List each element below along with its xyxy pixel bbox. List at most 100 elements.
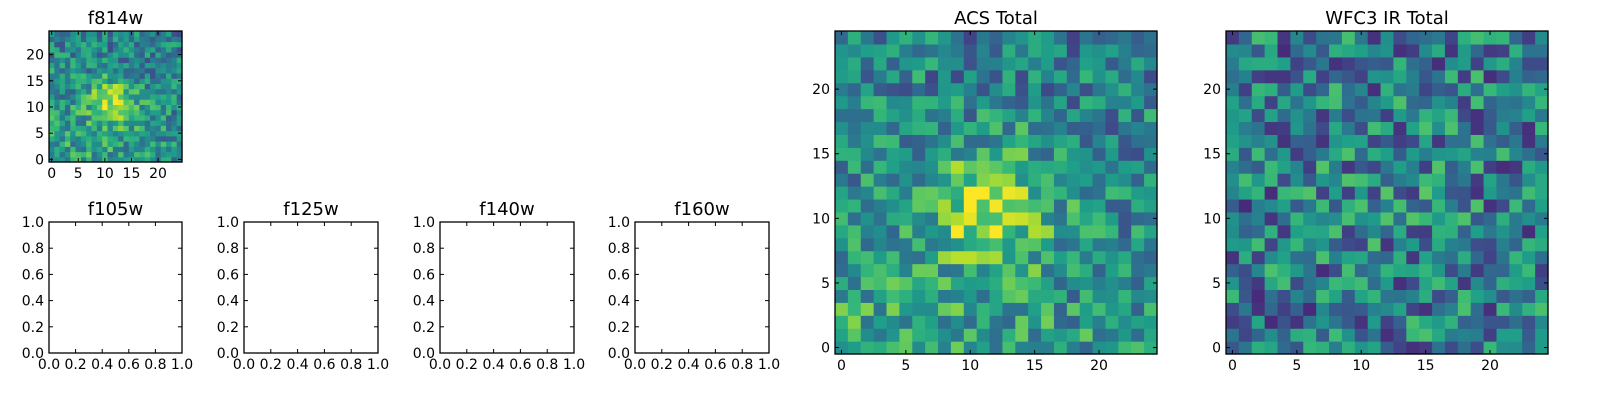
heatmap-cell xyxy=(1092,198,1107,213)
heatmap-cell xyxy=(1131,147,1145,161)
heatmap-cell xyxy=(899,250,913,265)
y-tick-label: 0.8 xyxy=(608,241,630,257)
heatmap-cell xyxy=(128,99,135,105)
heatmap-cell xyxy=(1079,160,1094,174)
heatmap-cell xyxy=(86,88,93,95)
x-tick-label: 0.8 xyxy=(144,357,166,373)
heatmap-cell xyxy=(118,130,125,137)
heatmap-cell xyxy=(118,104,125,111)
heatmap-cell xyxy=(176,120,183,126)
heatmap-cell xyxy=(176,72,183,79)
heatmap-cell xyxy=(1303,95,1317,110)
heatmap-cell xyxy=(1380,82,1395,97)
heatmap-cell xyxy=(886,173,900,187)
heatmap-cell xyxy=(976,341,991,355)
heatmap-cell xyxy=(1406,198,1420,213)
heatmap-cell xyxy=(1131,315,1145,329)
heatmap-cell xyxy=(1367,237,1382,252)
heatmap-cell xyxy=(1432,186,1446,200)
heatmap-cell xyxy=(59,62,66,69)
heatmap-cell xyxy=(64,78,71,84)
heatmap-cell xyxy=(938,263,952,278)
heatmap-cell xyxy=(128,141,135,147)
heatmap-cell xyxy=(1380,328,1395,342)
heatmap-cell xyxy=(1432,276,1446,290)
heatmap-cell xyxy=(1002,82,1016,97)
x-tick-label: 0.6 xyxy=(313,357,335,373)
heatmap-cell xyxy=(102,99,109,105)
heatmap-cell xyxy=(59,72,66,79)
heatmap-cell xyxy=(150,36,156,43)
x-tick-label: 0.2 xyxy=(651,357,673,373)
heatmap-cell xyxy=(54,156,61,163)
y-tick-label: 5 xyxy=(35,126,44,142)
heatmap-cell xyxy=(1393,250,1407,265)
heatmap-cell xyxy=(118,67,125,74)
heatmap-cell xyxy=(1354,160,1369,174)
heatmap-cell xyxy=(160,57,167,64)
heatmap-cell xyxy=(80,114,87,121)
heatmap-cell xyxy=(59,93,66,100)
heatmap-cell xyxy=(1444,186,1459,200)
heatmap-cell xyxy=(107,125,114,132)
heatmap-cell xyxy=(102,88,109,95)
heatmap-cell xyxy=(886,237,900,252)
x-tick-label: 1.0 xyxy=(563,357,585,373)
heatmap-cell xyxy=(166,83,172,90)
heatmap-cell xyxy=(1105,302,1119,316)
heatmap-cell xyxy=(1419,211,1433,226)
heatmap-cell xyxy=(80,83,87,90)
heatmap-cell xyxy=(1092,56,1107,71)
heatmap-cell xyxy=(49,109,55,116)
heatmap-cell xyxy=(912,173,926,187)
heatmap-cell xyxy=(107,120,114,126)
heatmap-cell xyxy=(976,186,991,200)
heatmap-cell xyxy=(86,51,93,58)
heatmap-cell xyxy=(102,130,109,137)
heatmap-cell xyxy=(49,88,55,95)
heatmap-cell xyxy=(1483,315,1498,329)
heatmap-cell xyxy=(1105,186,1119,200)
heatmap-cell xyxy=(1354,82,1369,97)
heatmap-cell xyxy=(950,211,965,226)
heatmap-cell xyxy=(1509,250,1523,265)
heatmap-cell xyxy=(886,211,900,226)
heatmap-cell xyxy=(1483,43,1498,58)
heatmap-cell xyxy=(1015,43,1029,58)
heatmap-cell xyxy=(128,51,135,58)
heatmap-cell xyxy=(176,99,183,105)
heatmap-cell xyxy=(1264,276,1279,290)
heatmap-cell xyxy=(75,78,82,84)
heatmap-cell xyxy=(950,56,965,71)
heatmap-cell xyxy=(139,109,146,116)
heatmap-cell xyxy=(1341,186,1356,200)
heatmap-cell xyxy=(134,125,141,132)
heatmap-cell xyxy=(160,83,167,90)
panel-title: f160w xyxy=(674,199,729,220)
heatmap-cell xyxy=(102,141,109,147)
heatmap-cell xyxy=(1509,56,1523,71)
heatmap-cell xyxy=(107,46,114,53)
heatmap-cell xyxy=(1028,198,1042,213)
heatmap-cell xyxy=(59,130,66,137)
heatmap-cell xyxy=(112,72,119,79)
heatmap-cell xyxy=(1432,224,1446,239)
heatmap-cell xyxy=(80,156,87,163)
heatmap-cell xyxy=(925,82,939,97)
heatmap-cell xyxy=(1118,134,1132,148)
heatmap-cell xyxy=(75,51,82,58)
heatmap-cell xyxy=(1028,250,1042,265)
y-tick-label: 0.6 xyxy=(22,267,44,283)
heatmap-cell xyxy=(1251,250,1266,265)
heatmap-cell xyxy=(1522,186,1536,200)
heatmap-cell xyxy=(1226,56,1240,71)
heatmap-cell xyxy=(1419,160,1433,174)
heatmap-cell xyxy=(1341,198,1356,213)
heatmap-cell xyxy=(835,173,849,187)
heatmap-cell xyxy=(155,146,162,153)
heatmap-cell xyxy=(1053,186,1068,200)
heatmap-cell xyxy=(950,302,965,316)
heatmap-cell xyxy=(1522,95,1536,110)
heatmap-cell xyxy=(49,151,55,158)
heatmap-cell xyxy=(91,146,98,153)
